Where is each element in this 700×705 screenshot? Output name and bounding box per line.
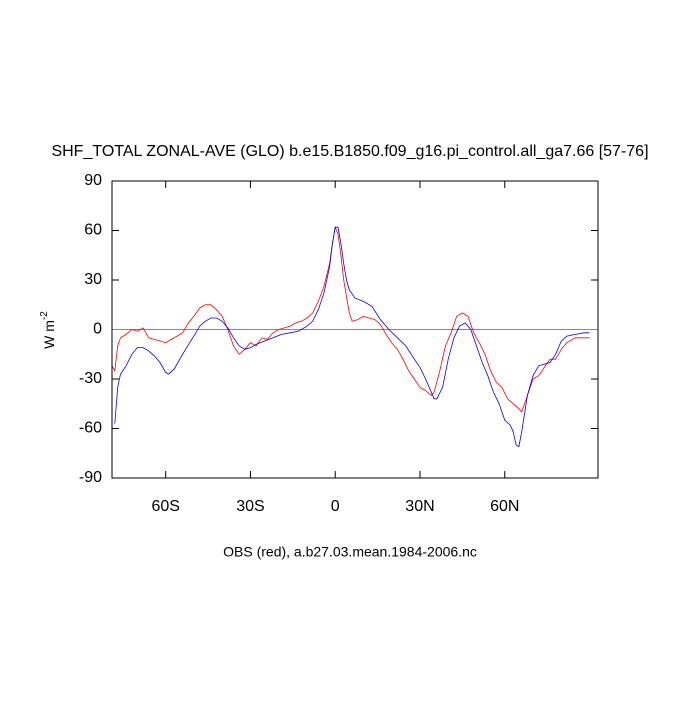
x-axis-label: OBS (red), a.b27.03.mean.1984-2006.nc bbox=[223, 544, 477, 560]
x-tick-label: 60S bbox=[151, 498, 179, 515]
y-axis-label: W m-2 bbox=[39, 311, 57, 349]
y-axis-label-text: W m-2 bbox=[39, 311, 57, 349]
x-tick-label: 60N bbox=[490, 498, 519, 515]
y-tick-label: -30 bbox=[79, 370, 102, 387]
x-tick-label: 30S bbox=[236, 498, 264, 515]
y-tick-label: 90 bbox=[84, 172, 102, 189]
x-tick-label: 30N bbox=[405, 498, 434, 515]
y-axis-label-sup: -2 bbox=[39, 311, 50, 320]
y-tick-label: -60 bbox=[79, 420, 102, 437]
plot-frame bbox=[111, 180, 599, 479]
x-tick-label: 0 bbox=[331, 498, 340, 515]
y-tick-label: 60 bbox=[84, 222, 102, 239]
data-line bbox=[114, 226, 590, 448]
data-line bbox=[111, 225, 590, 413]
y-tick-label: -90 bbox=[79, 469, 102, 486]
y-axis-label-main: W m bbox=[41, 320, 57, 349]
y-tick-label: 30 bbox=[84, 271, 102, 288]
y-tick-label: 0 bbox=[93, 321, 102, 338]
chart-title: SHF_TOTAL ZONAL-AVE (GLO) b.e15.B1850.f0… bbox=[51, 143, 648, 160]
